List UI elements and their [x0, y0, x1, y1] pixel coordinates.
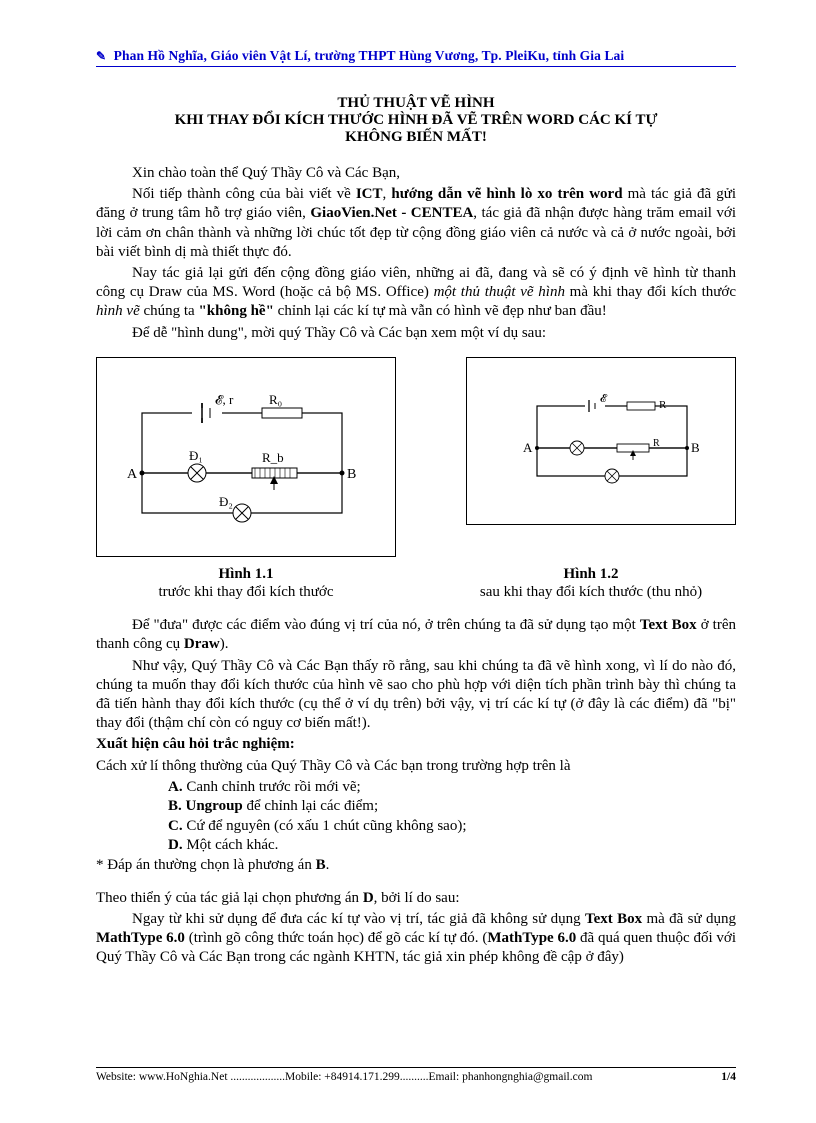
title-line-2: KHI THAY ĐỔI KÍCH THƯỚC HÌNH ĐÃ VẼ TRÊN … — [96, 112, 736, 129]
fig2-r-label: R — [659, 399, 667, 411]
answer-line: * Đáp án thường chọn là phương án B. — [96, 856, 736, 875]
p5-text: Để "đưa" được các điểm vào đúng vị trí c… — [132, 617, 640, 633]
title-line-3: KHÔNG BIẾN MẤT! — [96, 129, 736, 146]
paragraph-5: Để "đưa" được các điểm vào đúng vị trí c… — [96, 616, 736, 654]
footer-left: Website: www.HoNghia.Net ...............… — [96, 1071, 592, 1083]
paragraph-4: Để dễ "hình dung", mời quý Thầy Cô và Cá… — [96, 324, 736, 343]
figures-row: 𝓔, r R₀ A B Đ₁ — [96, 357, 736, 557]
paragraph-2: Nối tiếp thành công của bài viết về ICT,… — [96, 185, 736, 262]
p3-text4: chỉnh lại các kí tự mà vẫn có hình vẽ đẹ… — [274, 303, 607, 319]
p8-text2: mà đã sử dụng — [642, 911, 736, 927]
node-a-label: A — [127, 467, 138, 482]
paragraph-7: Theo thiển ý của tác giả lại chọn phương… — [96, 889, 736, 908]
option-c: C. Cứ để nguyên (có xấu 1 chút cũng khôn… — [168, 817, 736, 837]
paragraph-8: Ngay từ khi sử dụng để đưa các kí tự vào… — [96, 910, 736, 968]
caption-1-bold: Hình 1.1 — [218, 566, 273, 582]
header-text: Phan Hồ Nghĩa, Giáo viên Vật Lí, trường … — [114, 48, 625, 63]
question-line: Cách xử lí thông thường của Quý Thầy Cô … — [96, 757, 736, 776]
p7-bold: D — [363, 890, 374, 906]
p7-text: Theo thiển ý của tác giả lại chọn phương… — [96, 890, 363, 906]
paragraph-1: Xin chào toàn thể Quý Thầy Cô và Các Bạn… — [96, 164, 736, 183]
circuit-diagram-1: 𝓔, r R₀ A B Đ₁ — [97, 358, 397, 558]
optD-text: Một cách khác. — [183, 837, 279, 853]
optA-bold: A. — [168, 779, 183, 795]
fig2-rb: R — [653, 438, 660, 449]
optC-bold: C. — [168, 818, 183, 834]
p8-bold1: Text Box — [585, 911, 642, 927]
ans-text: * Đáp án thường chọn là phương án — [96, 857, 316, 873]
optD-bold: D. — [168, 837, 183, 853]
p3-bold: "không hề" — [198, 303, 273, 319]
caption-2: Hình 1.2 sau khi thay đổi kích thước (th… — [446, 565, 736, 603]
p3-text3: chúng ta — [140, 303, 199, 319]
d2-label: Đ₂ — [219, 494, 233, 509]
ans-text2: . — [326, 857, 330, 873]
caption-1: Hình 1.1 trước khi thay đổi kích thước — [96, 565, 396, 603]
caption-2-bold: Hình 1.2 — [563, 566, 618, 582]
p5-bold1: Text Box — [640, 617, 697, 633]
r0-label: R₀ — [269, 392, 282, 407]
p2-bold3: GiaoVien.Net - CENTEA — [310, 205, 473, 221]
pencil-icon: ✎ — [96, 49, 106, 63]
optB-text: để chỉnh lại các điểm; — [243, 798, 378, 814]
p3-italic1: một thủ thuật vẽ hình — [434, 284, 565, 300]
page-header: ✎ Phan Hồ Nghĩa, Giáo viên Vật Lí, trườn… — [96, 48, 736, 67]
title-block: THỦ THUẬT VẼ HÌNH KHI THAY ĐỔI KÍCH THƯỚ… — [96, 95, 736, 146]
page-footer: Website: www.HoNghia.Net ...............… — [96, 1067, 736, 1083]
node-b-label: B — [347, 467, 356, 482]
question-heading: Xuất hiện câu hỏi trắc nghiệm: — [96, 735, 736, 754]
title-line-1: THỦ THUẬT VẼ HÌNH — [96, 95, 736, 112]
fig2-emf: 𝓔 — [600, 393, 608, 405]
optC-text: Cứ để nguyên (có xấu 1 chút cũng không s… — [183, 818, 467, 834]
d1-label: Đ₁ — [189, 448, 203, 463]
caption-1-text: trước khi thay đổi kích thước — [158, 584, 333, 600]
p5-bold2: Draw — [184, 636, 220, 652]
p8-bold3: MathType 6.0 — [487, 930, 576, 946]
captions-row: Hình 1.1 trước khi thay đổi kích thước H… — [96, 565, 736, 603]
qhead-bold: Xuất hiện câu hỏi trắc nghiệm: — [96, 736, 295, 752]
figure-2-box: 𝓔 R A B R — [466, 357, 736, 525]
p3-italic2: hình vẽ — [96, 303, 140, 319]
p7-text2: , bởi lí do sau: — [374, 890, 460, 906]
caption-2-text: sau khi thay đổi kích thước (thu nhỏ) — [480, 584, 702, 600]
fig2-b-label: B — [691, 440, 700, 455]
option-a: A. Canh chỉnh trước rồi mới vẽ; — [168, 778, 736, 798]
ans-bold: B — [316, 857, 326, 873]
emf-label: 𝓔, r — [215, 392, 234, 407]
option-d: D. Một cách khác. — [168, 836, 736, 856]
p2-bold2: hướng dẫn vẽ hình lò xo trên word — [391, 186, 622, 202]
p3-text2: mà khi thay đổi kích thước — [565, 284, 736, 300]
options-list: A. Canh chỉnh trước rồi mới vẽ; B. Ungro… — [168, 778, 736, 856]
paragraph-3: Nay tác giả lại gửi đến cộng đồng giáo v… — [96, 264, 736, 322]
figure-1-box: 𝓔, r R₀ A B Đ₁ — [96, 357, 396, 557]
p8-text3: (trình gõ công thức toán học) để gõ các … — [185, 930, 487, 946]
circuit-diagram-2: 𝓔 R A B R — [467, 358, 737, 526]
p5-text3: ). — [220, 636, 229, 652]
p2-bold1: ICT — [356, 186, 383, 202]
paragraph-6: Như vậy, Quý Thầy Cô và Các Bạn thấy rõ … — [96, 657, 736, 734]
p8-bold2: MathType 6.0 — [96, 930, 185, 946]
option-b: B. Ungroup để chỉnh lại các điểm; — [168, 797, 736, 817]
footer-page-number: 1/4 — [721, 1071, 736, 1083]
optB-bold: B. Ungroup — [168, 798, 243, 814]
optA-text: Canh chỉnh trước rồi mới vẽ; — [183, 779, 361, 795]
p8-text: Ngay từ khi sử dụng để đưa các kí tự vào… — [132, 911, 585, 927]
rb-label: R_b — [262, 450, 284, 465]
p2-text: Nối tiếp thành công của bài viết về — [132, 186, 356, 202]
fig2-a-label: A — [523, 440, 533, 455]
